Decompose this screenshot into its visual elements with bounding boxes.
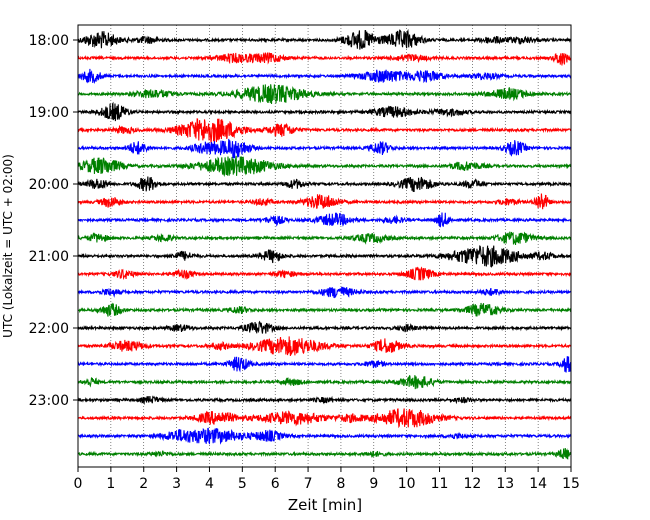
plot-frame	[77, 24, 572, 468]
y-tick-label-1800: 18:00	[29, 33, 69, 49]
x-tick-label-9: 9	[369, 476, 378, 492]
trace-1900	[77, 101, 572, 122]
trace-2245	[77, 374, 572, 390]
trace-2315	[77, 408, 572, 429]
x-tick-label-2: 2	[139, 476, 148, 492]
x-tick-label-0: 0	[74, 476, 83, 492]
y-tick-label-1900: 19:00	[29, 105, 69, 121]
x-tick-label-12: 12	[463, 476, 481, 492]
x-axis: 0 1 2 3 4 5 6 7 8 9 10 11 12 13 14 15	[74, 467, 580, 492]
trace-2300	[77, 395, 572, 405]
trace-1845	[77, 84, 572, 105]
trace-2330	[77, 427, 572, 445]
y-tick-label-2000: 20:00	[29, 177, 69, 193]
x-tick-label-6: 6	[271, 476, 280, 492]
trace-2000	[77, 176, 572, 193]
trace-2100	[77, 245, 572, 268]
x-tick-label-1: 1	[106, 476, 115, 492]
x-tick-label-15: 15	[562, 476, 580, 492]
y-axis: 18:00 19:00 20:00 21:00 22:00 23:00	[29, 33, 78, 409]
trace-2200	[77, 320, 572, 334]
x-tick-label-4: 4	[205, 476, 214, 492]
y-tick-label-2200: 22:00	[29, 321, 69, 337]
x-tick-label-3: 3	[172, 476, 181, 492]
trace-2015	[77, 193, 572, 210]
x-tick-label-14: 14	[529, 476, 547, 492]
x-tick-label-5: 5	[238, 476, 247, 492]
x-tick-label-10: 10	[398, 476, 416, 492]
seismogram-traces	[77, 28, 572, 460]
x-tick-label-13: 13	[496, 476, 514, 492]
trace-2345	[77, 447, 572, 460]
trace-2030	[77, 212, 572, 228]
trace-2230	[77, 356, 572, 373]
x-axis-title: Zeit [min]	[288, 496, 362, 514]
trace-2130	[77, 286, 572, 299]
y-tick-label-2300: 23:00	[29, 393, 69, 409]
x-tick-label-8: 8	[336, 476, 345, 492]
trace-2045	[77, 231, 572, 246]
trace-1815	[77, 52, 572, 66]
x-tick-label-11: 11	[431, 476, 449, 492]
trace-2215	[77, 336, 572, 356]
trace-1830	[77, 68, 572, 85]
trace-1915	[77, 118, 572, 143]
y-axis-title: UTC (Lokalzeit = UTC + 02:00)	[1, 154, 15, 338]
trace-1800	[77, 28, 572, 50]
trace-1945	[77, 155, 572, 177]
trace-2145	[77, 302, 572, 317]
trace-1930	[77, 138, 572, 159]
y-tick-label-2100: 21:00	[29, 249, 69, 265]
x-tick-label-7: 7	[304, 476, 313, 492]
trace-2115	[77, 266, 572, 281]
